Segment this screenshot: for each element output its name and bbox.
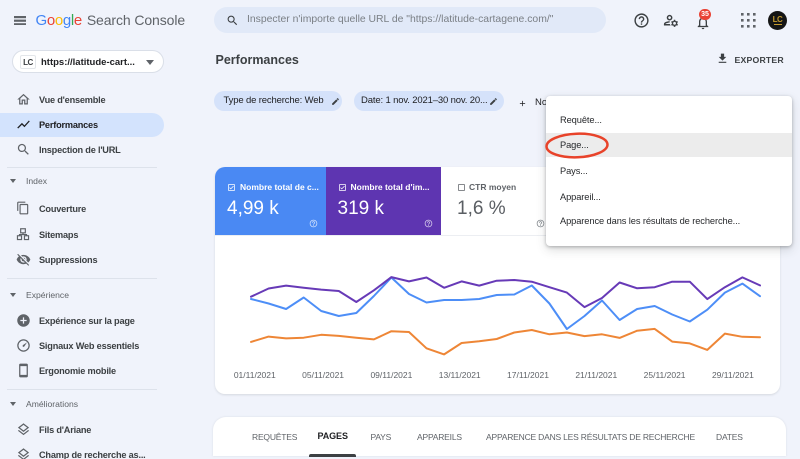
svg-text:29/11/2021: 29/11/2021: [712, 370, 754, 380]
svg-text:05/11/2021: 05/11/2021: [302, 370, 344, 380]
svg-text:13/11/2021: 13/11/2021: [439, 370, 481, 380]
svg-text:21/11/2021: 21/11/2021: [575, 370, 617, 380]
svg-text:01/11/2021: 01/11/2021: [234, 370, 276, 380]
svg-text:25/11/2021: 25/11/2021: [644, 370, 686, 380]
svg-text:17/11/2021: 17/11/2021: [507, 370, 549, 380]
svg-text:09/11/2021: 09/11/2021: [370, 370, 412, 380]
